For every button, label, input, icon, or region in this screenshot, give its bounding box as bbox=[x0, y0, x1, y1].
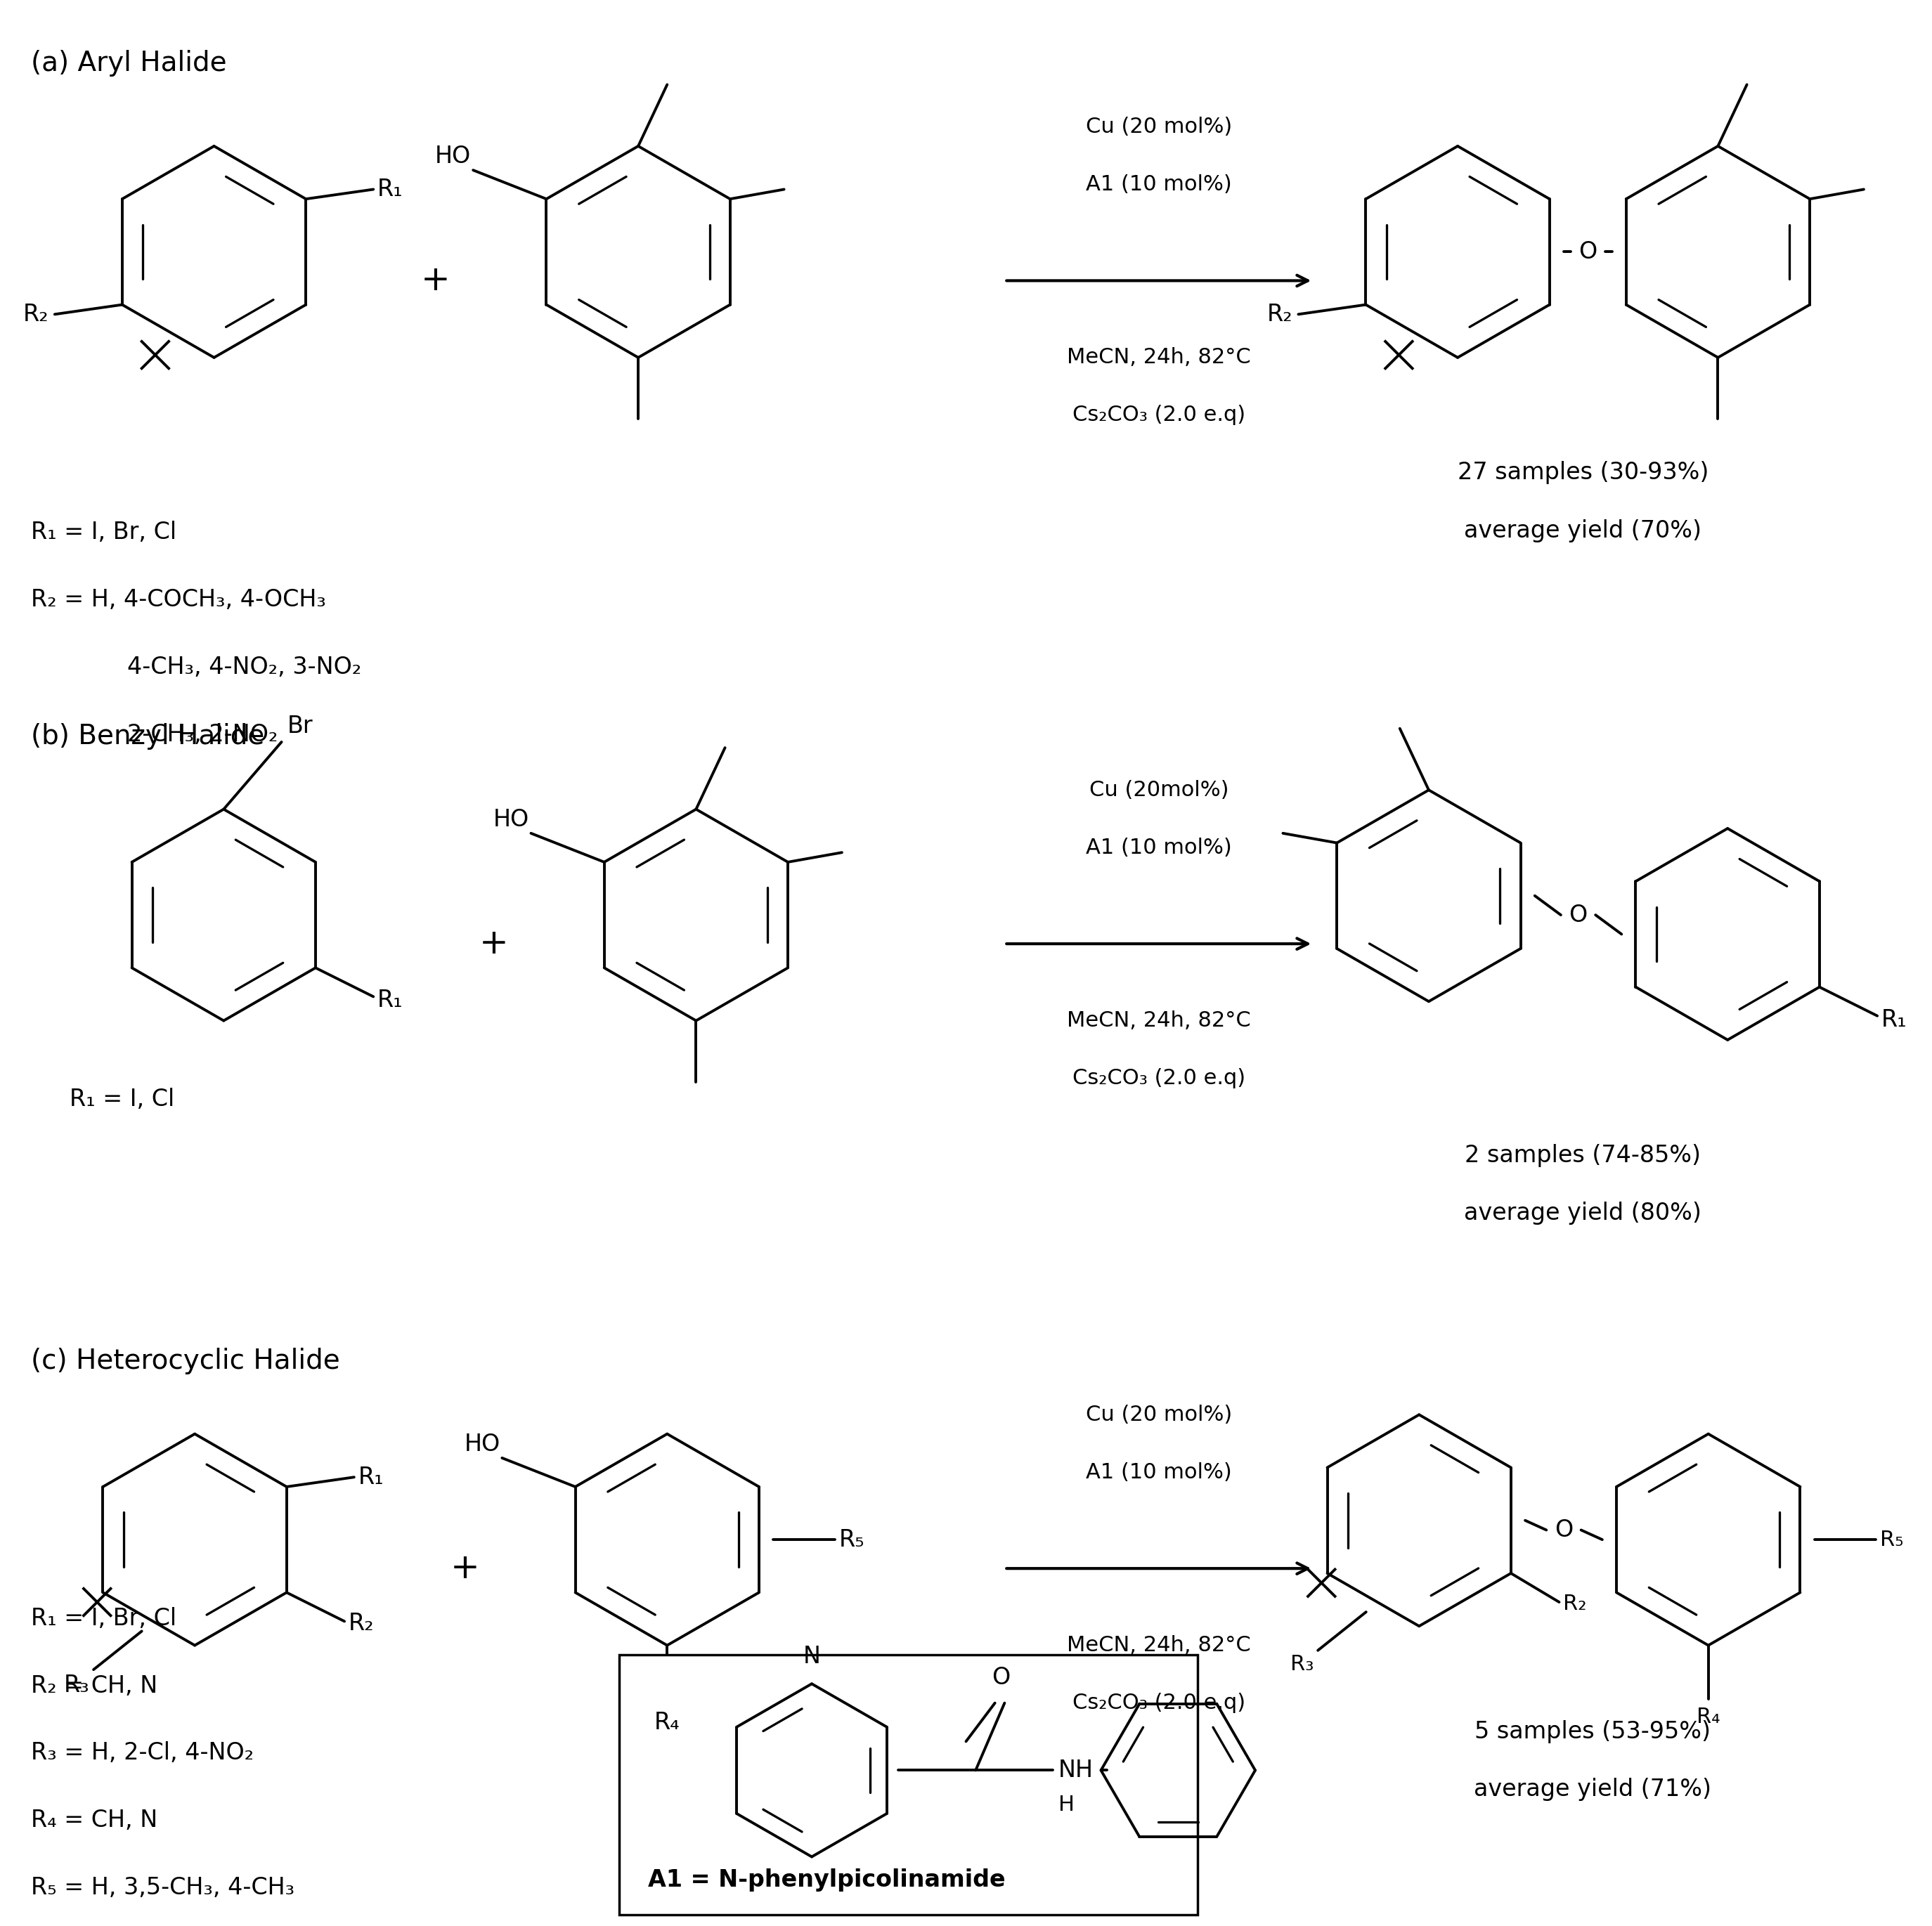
FancyBboxPatch shape bbox=[618, 1654, 1198, 1914]
Text: 27 samples (30-93%): 27 samples (30-93%) bbox=[1457, 460, 1708, 485]
Text: R₁: R₁ bbox=[377, 177, 404, 200]
Text: Cs₂CO₃ (2.0 e.q): Cs₂CO₃ (2.0 e.q) bbox=[1072, 404, 1246, 426]
Text: HO: HO bbox=[435, 144, 471, 168]
Text: Cu (20mol%): Cu (20mol%) bbox=[1090, 780, 1229, 799]
Text: A1 = N-phenylpicolinamide: A1 = N-phenylpicolinamide bbox=[647, 1868, 1005, 1891]
Text: (b) Benzyl Halide: (b) Benzyl Halide bbox=[31, 722, 265, 749]
Text: A1 (10 mol%): A1 (10 mol%) bbox=[1086, 175, 1233, 195]
Text: R₃ = H, 2-Cl, 4-NO₂: R₃ = H, 2-Cl, 4-NO₂ bbox=[31, 1741, 253, 1764]
Text: 5 samples (53-95%): 5 samples (53-95%) bbox=[1474, 1720, 1710, 1743]
Text: R₁ = I, Br, Cl: R₁ = I, Br, Cl bbox=[31, 520, 176, 545]
Text: (a) Aryl Halide: (a) Aryl Halide bbox=[31, 50, 226, 77]
Text: R₂: R₂ bbox=[348, 1612, 375, 1635]
Text: MeCN, 24h, 82°C: MeCN, 24h, 82°C bbox=[1066, 1635, 1250, 1656]
Text: HO: HO bbox=[464, 1433, 500, 1456]
Text: 4-CH₃, 4-NO₂, 3-NO₂: 4-CH₃, 4-NO₂, 3-NO₂ bbox=[128, 655, 361, 678]
Text: O: O bbox=[1578, 241, 1598, 264]
Text: R₂: R₂ bbox=[1267, 302, 1293, 325]
Text: 2 samples (74-85%): 2 samples (74-85%) bbox=[1464, 1144, 1700, 1167]
Text: R₄: R₄ bbox=[1696, 1706, 1719, 1728]
Text: +: + bbox=[421, 264, 450, 297]
Text: N: N bbox=[804, 1645, 821, 1668]
Text: H: H bbox=[1059, 1795, 1074, 1814]
Text: R₁ = I, Br, Cl: R₁ = I, Br, Cl bbox=[31, 1606, 176, 1629]
Text: R₅ = H, 3,5-CH₃, 4-CH₃: R₅ = H, 3,5-CH₃, 4-CH₃ bbox=[31, 1876, 294, 1899]
Text: average yield (71%): average yield (71%) bbox=[1474, 1778, 1712, 1801]
Text: R₁: R₁ bbox=[1882, 1007, 1907, 1030]
Text: NH: NH bbox=[1059, 1758, 1094, 1782]
Text: R₅: R₅ bbox=[838, 1527, 864, 1550]
Text: MeCN, 24h, 82°C: MeCN, 24h, 82°C bbox=[1066, 347, 1250, 368]
Text: Cu (20 mol%): Cu (20 mol%) bbox=[1086, 117, 1233, 137]
Text: O: O bbox=[991, 1666, 1010, 1689]
Text: R₁: R₁ bbox=[377, 988, 404, 1011]
Text: R₁: R₁ bbox=[357, 1466, 384, 1489]
Text: R₂ = H, 4-COCH₃, 4-OCH₃: R₂ = H, 4-COCH₃, 4-OCH₃ bbox=[31, 587, 327, 611]
Text: +: + bbox=[479, 926, 508, 961]
Text: average yield (70%): average yield (70%) bbox=[1464, 518, 1702, 541]
Text: R₁ = I, Cl: R₁ = I, Cl bbox=[70, 1088, 174, 1111]
Text: Cs₂CO₃ (2.0 e.q): Cs₂CO₃ (2.0 e.q) bbox=[1072, 1069, 1246, 1088]
Text: O: O bbox=[1555, 1518, 1573, 1541]
Text: A1 (10 mol%): A1 (10 mol%) bbox=[1086, 1462, 1233, 1483]
Text: R₂: R₂ bbox=[1563, 1595, 1586, 1614]
Text: +: + bbox=[450, 1552, 479, 1585]
Text: Cu (20 mol%): Cu (20 mol%) bbox=[1086, 1404, 1233, 1425]
Text: R₄: R₄ bbox=[655, 1710, 680, 1733]
Text: R₃: R₃ bbox=[64, 1674, 89, 1697]
Text: A1 (10 mol%): A1 (10 mol%) bbox=[1086, 838, 1233, 857]
Text: R₂ = CH, N: R₂ = CH, N bbox=[31, 1674, 158, 1697]
Text: 2-CH₃, 2-NO₂: 2-CH₃, 2-NO₂ bbox=[128, 722, 278, 745]
Text: Cs₂CO₃ (2.0 e.q): Cs₂CO₃ (2.0 e.q) bbox=[1072, 1693, 1246, 1714]
Text: average yield (80%): average yield (80%) bbox=[1464, 1202, 1702, 1225]
Text: (c) Heterocyclic Halide: (c) Heterocyclic Halide bbox=[31, 1348, 340, 1373]
Text: R₃: R₃ bbox=[1291, 1654, 1314, 1674]
Text: R₅: R₅ bbox=[1880, 1529, 1903, 1550]
Text: Br: Br bbox=[288, 715, 313, 738]
Text: R₂: R₂ bbox=[23, 302, 48, 325]
Text: O: O bbox=[1569, 903, 1588, 926]
Text: R₄ = CH, N: R₄ = CH, N bbox=[31, 1809, 158, 1832]
Text: MeCN, 24h, 82°C: MeCN, 24h, 82°C bbox=[1066, 1011, 1250, 1030]
Text: HO: HO bbox=[493, 809, 529, 832]
